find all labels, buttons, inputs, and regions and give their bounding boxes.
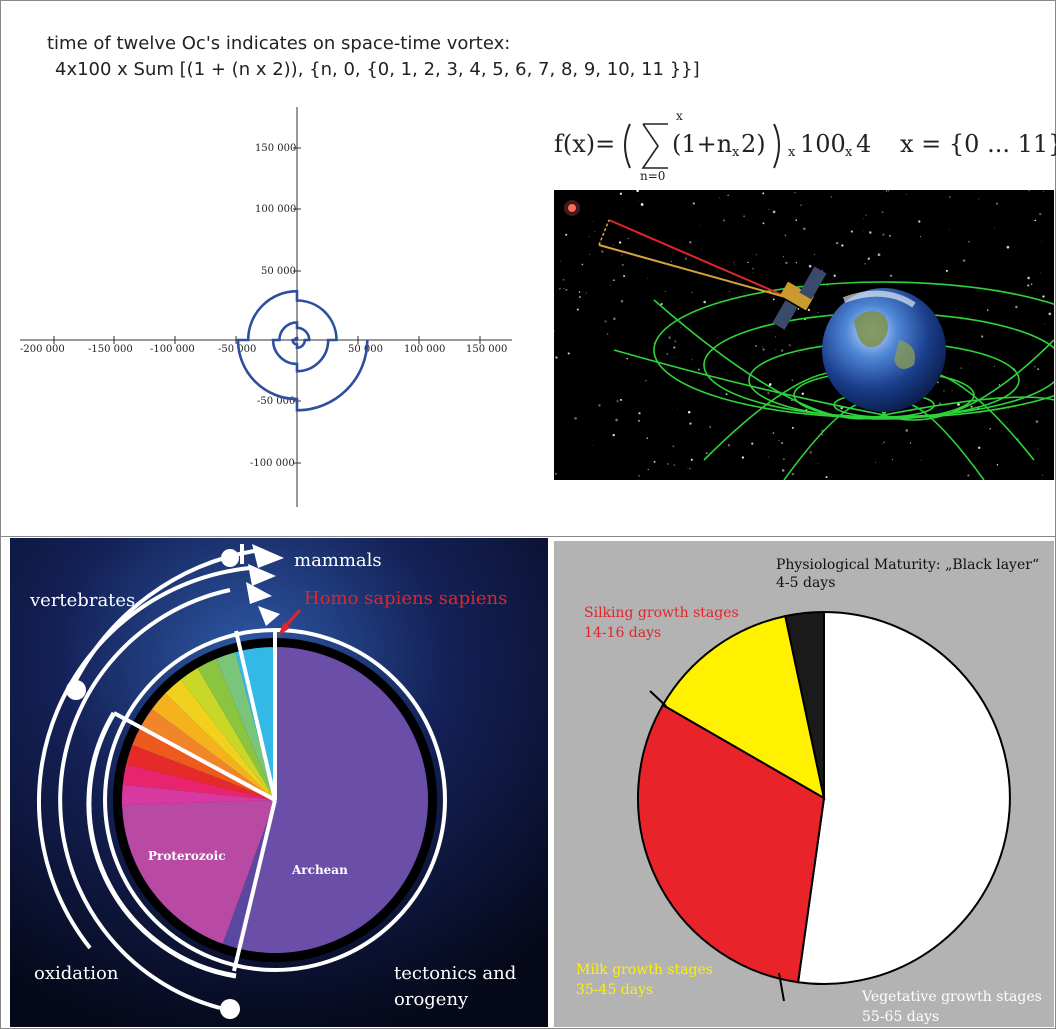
slice-phanerozoic-period (165, 679, 275, 800)
slice-proterozoic (122, 800, 275, 944)
y-tick-label: 150 000 (255, 143, 296, 154)
slice-hadean (222, 800, 275, 948)
label-physiological: Physiological Maturity: „Black layer“ (776, 557, 1039, 573)
label-silking: Silking growth stages (584, 605, 739, 621)
label-silking-days: 14-16 days (584, 625, 661, 641)
label-tectonics: tectonics and (394, 963, 516, 984)
formula-term: (1+n (672, 130, 732, 158)
formula-times: x (732, 145, 740, 160)
earth-icon (822, 288, 946, 412)
y-tick-label: -100 000 (250, 458, 295, 469)
label-oxidation: oxidation (34, 963, 119, 984)
formula-times: x (788, 145, 796, 160)
spiral-curve (236, 289, 369, 412)
formula-term-end: 2) (741, 130, 766, 158)
y-tick-label: 50 000 (261, 266, 296, 277)
label-milk: Milk growth stages (576, 962, 713, 978)
sum-lower-limit: n=0 (640, 169, 665, 183)
slice-phanerozoic-period (122, 764, 275, 800)
axes (20, 107, 512, 507)
slice-silking (661, 614, 826, 800)
formula-mult2: 4 (856, 130, 871, 158)
label-proterozoic: Proterozoic (148, 849, 226, 863)
satellite-icon (772, 266, 827, 330)
slice-phanerozoic-period (152, 693, 275, 800)
x-tick-label: 100 000 (404, 344, 445, 355)
label-vegetative-days: 55-65 days (862, 1009, 939, 1025)
sigma-icon (641, 123, 668, 169)
formula-times: x (845, 145, 853, 160)
label-archean: Archean (291, 863, 348, 877)
spiral-path (236, 289, 369, 412)
y-tick-label: -50 000 (257, 396, 295, 407)
slice-archean (235, 647, 428, 953)
label-homo-sapiens: Homo sapiens sapiens (304, 588, 507, 609)
divider (0, 536, 1056, 537)
x-tick-label: -200 000 (20, 344, 65, 355)
y-tick-label: 100 000 (255, 204, 296, 215)
label-vegetative: Vegetative growth stages (861, 989, 1042, 1005)
header-line-1: time of twelve Oc's indicates on space-t… (47, 33, 511, 54)
formula-lhs: f(x)= (554, 130, 615, 158)
geologic-clock: mammals vertebrates Homo sapiens sapiens… (10, 538, 548, 1027)
label-physiological-days: 4-5 days (776, 575, 835, 591)
star-icon (568, 204, 576, 212)
x-tick-label: -50 000 (218, 344, 256, 355)
slice-phanerozoic-period (180, 668, 275, 800)
sum-upper-limit: x (676, 109, 683, 123)
space-image (554, 190, 1054, 480)
slice-milk (637, 703, 826, 984)
label-vertebrates: vertebrates (29, 590, 135, 611)
slice-phanerozoic-period (122, 784, 275, 806)
header-line-2: 4x100 x Sum [(1 + (n x 2)), {n, 0, {0, 1… (55, 59, 700, 80)
gold-ray (598, 244, 790, 299)
formula-domain: x = {0 ... 11} (900, 130, 1056, 158)
label-milk-days: 35-45 days (576, 982, 653, 998)
label-mammals: mammals (294, 550, 382, 571)
slice-vegetative (796, 610, 1011, 985)
vortex-plot: -200 000 -150 000 -100 000 -50 000 50 00… (20, 107, 512, 507)
x-tick-label: -100 000 (150, 344, 195, 355)
formula-mult: 100 (800, 130, 846, 158)
maize-growth-pie: Physiological Maturity: „Black layer“ 4-… (554, 541, 1054, 1027)
slice-phanerozoic-period (126, 744, 275, 800)
slice-phanerozoic-period (197, 658, 275, 800)
vertebrates-marker (66, 680, 86, 700)
label-orogeny: orogeny (394, 989, 469, 1010)
x-tick-label: -150 000 (88, 344, 133, 355)
slice-phanerozoic-period (216, 652, 275, 800)
tectonics-marker (220, 999, 240, 1019)
slice-black-layer (784, 610, 825, 799)
red-ray (608, 219, 795, 301)
slice-phanerozoic-period (140, 709, 275, 800)
formula: f(x)= x n=0 (1+n x 2) x 100 x 4 x = {0 .… (554, 109, 1056, 183)
x-tick-label: 150 000 (466, 344, 507, 355)
